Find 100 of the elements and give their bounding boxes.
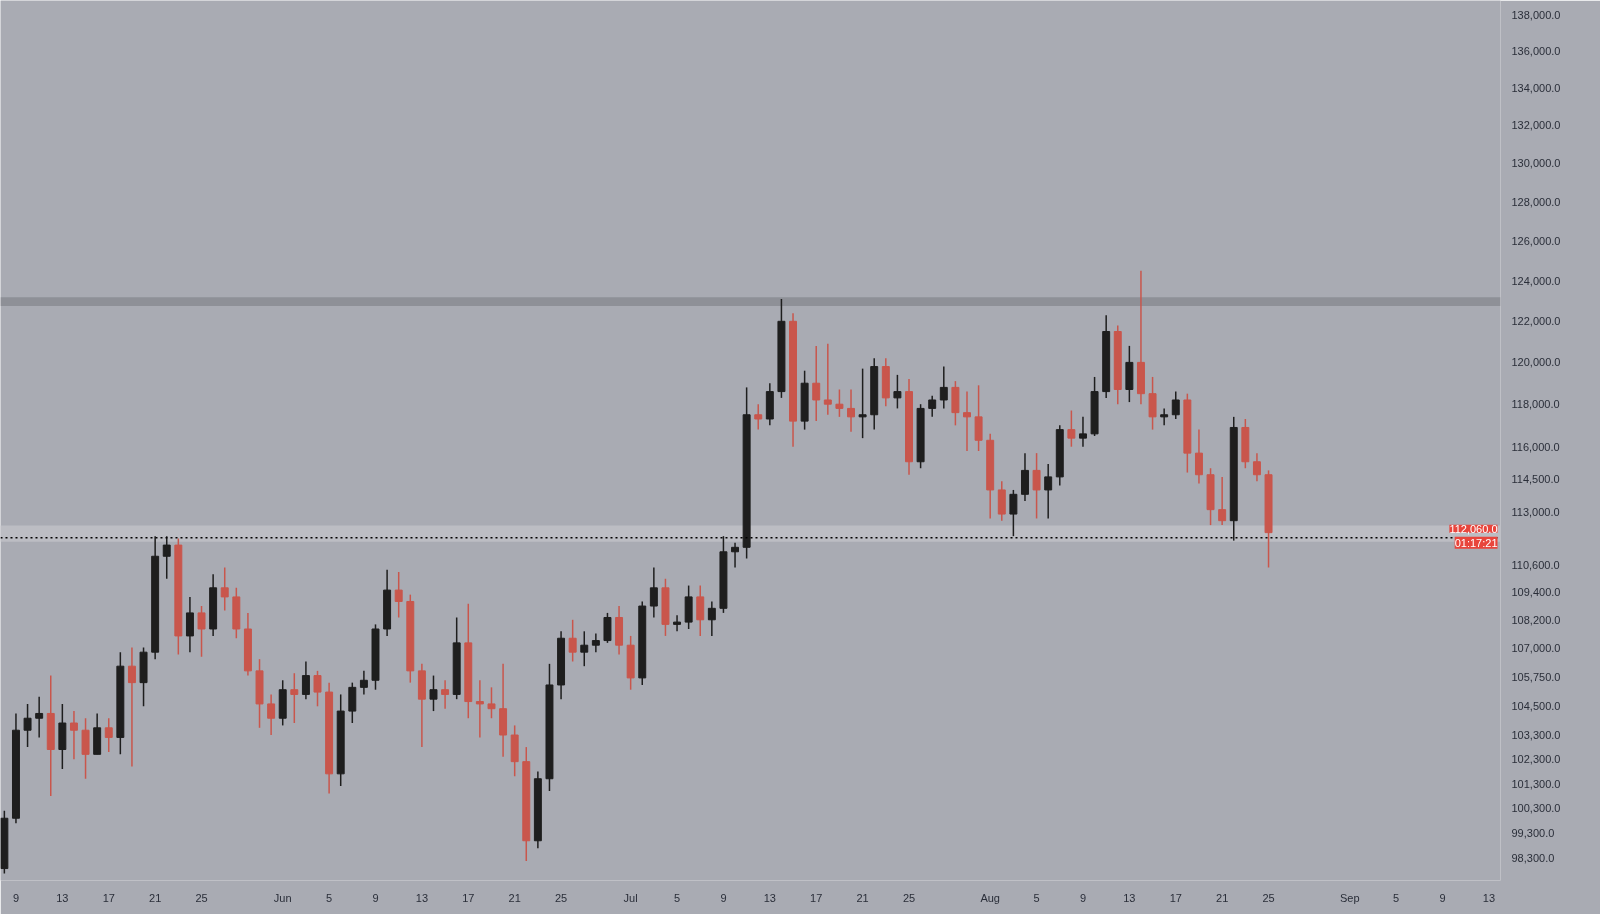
candlestick	[313, 670, 322, 708]
candlestick	[603, 612, 612, 644]
x-tick-label: Sep	[1339, 891, 1360, 904]
candlestick	[835, 388, 844, 418]
candlestick	[963, 390, 971, 452]
x-tick-label: 25	[1262, 891, 1275, 904]
y-tick-label: 109,400.0	[1511, 586, 1561, 599]
x-tick-label: 25	[902, 891, 916, 904]
candlestick	[707, 600, 716, 637]
candlestick	[23, 703, 32, 748]
candlestick	[649, 566, 658, 619]
candlestick	[731, 542, 740, 569]
x-tick-label: 13	[763, 891, 776, 904]
y-tick-label: 105,750.0	[1511, 670, 1561, 683]
candlestick	[673, 614, 682, 633]
y-tick-label: 98,300.0	[1511, 852, 1555, 865]
candlestick	[394, 571, 403, 619]
candlestick	[928, 395, 937, 418]
candlestick	[197, 605, 206, 658]
annotation: 112,060.0	[1449, 522, 1498, 535]
x-tick-label: 9	[372, 891, 379, 904]
x-tick-label: 17	[102, 891, 115, 904]
annotation: 01:17:21	[1454, 536, 1498, 549]
y-tick-label: 100,300.0	[1511, 802, 1561, 815]
candlestick	[1044, 463, 1053, 520]
candlestick	[35, 696, 44, 739]
candlestick	[568, 619, 577, 663]
candlestick	[580, 630, 589, 667]
x-tick-label: 5	[1393, 891, 1400, 904]
candlestick	[1148, 376, 1157, 431]
candlestick	[185, 596, 194, 653]
x-tick-label: 9	[720, 891, 727, 904]
candlestick	[359, 670, 368, 696]
candlestick	[1078, 416, 1087, 448]
candlestick	[127, 646, 136, 768]
candlestick	[812, 345, 821, 422]
y-tick-label: 108,200.0	[1511, 613, 1561, 626]
candlestick	[267, 693, 276, 736]
candlestick	[1160, 407, 1169, 427]
x-tick-label: 17	[1169, 891, 1182, 904]
candlestick	[893, 374, 902, 410]
y-tick-label: 103,300.0	[1511, 729, 1561, 742]
candlestick	[1252, 452, 1261, 482]
x-tick-label: Jun	[273, 891, 292, 904]
y-tick-label: 136,000.0	[1511, 45, 1561, 58]
candlestick	[1171, 390, 1180, 420]
candlestick	[69, 710, 78, 760]
y-tick-label: 113,000.0	[1511, 505, 1560, 518]
y-tick-label: 116,000.0	[1511, 440, 1560, 453]
candlestick	[220, 566, 229, 612]
x-tick-label: 25	[195, 891, 208, 904]
x-tick-label: 5	[1033, 891, 1040, 904]
y-tick-label: 132,000.0	[1511, 119, 1561, 132]
x-tick-label: 5	[326, 891, 333, 904]
y-tick-label: 101,300.0	[1511, 777, 1561, 790]
x-tick-label: 9	[1439, 891, 1446, 904]
candlestick	[441, 679, 450, 710]
candlestick	[696, 584, 705, 637]
x-tick-label: 5	[673, 891, 681, 904]
candlestick	[162, 535, 171, 580]
candlestick	[847, 388, 855, 433]
candlestick	[591, 632, 600, 653]
y-tick-label: 107,000.0	[1511, 641, 1561, 654]
candlestick	[475, 679, 484, 739]
y-tick-label: 122,000.0	[1511, 315, 1561, 328]
candlestick	[974, 384, 983, 452]
candlestick	[1067, 409, 1076, 448]
y-tick-label: 134,000.0	[1511, 82, 1561, 95]
candlestick	[1218, 476, 1227, 526]
x-tick-label: 17	[810, 891, 823, 904]
candlestick	[301, 660, 310, 700]
y-tick-label: 118,000.0	[1511, 398, 1560, 411]
candlestick	[104, 717, 113, 753]
y-tick-label: 130,000.0	[1511, 157, 1561, 170]
candlestick	[754, 403, 763, 431]
x-tick-label: Aug	[980, 891, 1000, 904]
y-tick-label: 99,300.0	[1511, 827, 1555, 840]
x-tick-label: 21	[856, 891, 869, 904]
candlestick	[290, 672, 299, 724]
x-tick-label: 13	[415, 891, 429, 904]
y-tick-label: 128,000.0	[1511, 195, 1561, 208]
y-tick-label: 124,000.0	[1511, 274, 1561, 287]
candlestick	[858, 367, 867, 439]
candlestick	[1009, 489, 1018, 537]
x-tick-label: 13	[1482, 891, 1496, 904]
x-tick-label: 25	[554, 891, 568, 904]
candlestick	[1032, 452, 1041, 520]
x-tick-label: 21	[508, 891, 521, 904]
candlestick	[487, 686, 496, 719]
candlestick	[1021, 452, 1029, 502]
candlestick	[429, 674, 438, 712]
candlestick	[348, 681, 357, 724]
y-tick-label: 104,500.0	[1511, 700, 1561, 713]
x-tick-label: 9	[1079, 891, 1087, 904]
candlestick	[1194, 428, 1203, 485]
y-tick-label: 120,000.0	[1511, 356, 1561, 369]
candlestick	[823, 343, 832, 416]
x-tick-label: 17	[462, 891, 475, 904]
x-tick-label: 21	[1216, 891, 1229, 904]
y-tick-label: 102,300.0	[1511, 753, 1561, 766]
